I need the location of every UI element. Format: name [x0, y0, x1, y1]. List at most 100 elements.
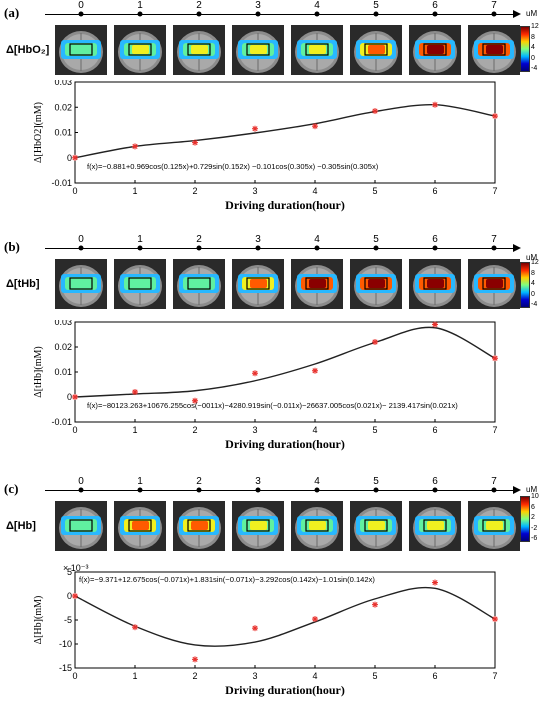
timeline-tick-label: 5 [373, 234, 379, 245]
brain-activation-map [114, 25, 166, 75]
x-tick-label: 6 [432, 425, 437, 435]
data-point [312, 616, 318, 623]
x-axis-label: Driving duration(hour) [225, 198, 345, 212]
timeline-tick-label: 6 [432, 0, 438, 11]
chart-b: 0 1 2 3 4 5 6 7 -0.01 0 0.01 0.02 0.03 Δ[tHb](mM) Driv… [0, 317, 550, 465]
timeline-tick-label: 4 [314, 234, 320, 245]
chart-c-svg: 0 1 2 3 4 5 6 7-15-10-505× 10⁻³Δ[Hb](mM)Driving… [33, 563, 498, 697]
timeline-dot [137, 11, 143, 17]
x-tick-label: 4 [312, 425, 317, 435]
brain-activation-map [55, 259, 107, 309]
data-point [132, 143, 138, 150]
brain-activation-map [173, 25, 225, 75]
data-point [372, 339, 378, 345]
row-label: Δ[Hb] [6, 520, 36, 532]
y-tick-label: -15 [59, 663, 72, 673]
timeline-dot [255, 245, 261, 251]
chart-a-svg: 0 1 2 3 4 5 6 7-0.0100.010.020.03Δ[HbO2](mM)Dri… [33, 77, 498, 212]
brain-activation-map [173, 259, 225, 309]
brain-activation-map [409, 259, 461, 309]
timeline-dot [196, 11, 202, 17]
y-axis-label: Δ[tHb](mM) [33, 346, 44, 397]
y-tick-label: -0.01 [51, 417, 72, 427]
colorbar-tick-label: 0 [531, 290, 535, 298]
timeline-tick-label: 0 [78, 0, 84, 11]
timeline-axis [45, 248, 515, 249]
timeline-tick-label: 5 [373, 476, 379, 487]
timeline-dot [373, 11, 379, 17]
brain-activation-map [55, 501, 107, 551]
data-point [492, 616, 498, 623]
brain-activation-map [468, 25, 520, 75]
unit-label: uM [526, 485, 538, 494]
x-tick-label: 5 [372, 671, 377, 681]
colorbar-tick-label: 4 [531, 44, 535, 51]
data-point [372, 601, 378, 608]
x-tick-label: 7 [492, 186, 497, 196]
colorbar-tick-label: 10 [531, 493, 539, 500]
timeline-dot [255, 11, 261, 17]
timeline-dot [373, 245, 379, 251]
timeline-tick-label: 2 [196, 0, 202, 11]
timeline-axis [45, 14, 515, 15]
brain-activation-map [114, 501, 166, 551]
timeline-dot [491, 11, 497, 17]
colorbar-tick-label: 8 [531, 33, 535, 41]
timeline-tick-label: 1 [137, 234, 143, 245]
timeline-dot [137, 487, 143, 493]
x-axis-label: Driving duration(hour) [225, 683, 345, 697]
y-tick-label: 0.01 [54, 128, 72, 138]
x-tick-label: 3 [252, 425, 257, 435]
timeline-dot [196, 245, 202, 251]
brain-activation-map [468, 259, 520, 309]
y-tick-label: 0.01 [54, 367, 72, 377]
colorbar [520, 496, 530, 542]
brain-activation-map [173, 501, 225, 551]
timeline-dot [78, 245, 84, 251]
fit-curve [74, 586, 496, 647]
x-tick-label: 6 [432, 671, 437, 681]
brain-activation-map [232, 501, 284, 551]
y-tick-label: 5 [67, 567, 72, 577]
panel-label: (b) [4, 239, 20, 254]
y-tick-label: 0.02 [54, 102, 72, 112]
brain-activation-map [291, 259, 343, 309]
colorbar-tick-label: -6 [531, 535, 538, 542]
fit-equation: f(x)=−9.371+12.675cos(−0.071x)+1.831sin(… [79, 575, 375, 584]
timeline-tick-label: 5 [373, 0, 379, 11]
timeline-dot [137, 245, 143, 251]
timeline-dot [78, 487, 84, 493]
y-tick-label: 0 [67, 392, 72, 402]
y-tick-label: -10 [59, 639, 72, 649]
colorbar-tick-label: 2 [531, 514, 535, 521]
colorbar-tick-label: 12 [531, 23, 539, 30]
fit-equation: f(x)=−80123.263+10676.255cos(−0011x)−428… [87, 401, 458, 410]
y-tick-label: 0.02 [54, 342, 72, 352]
timeline-tick-label: 1 [137, 476, 143, 487]
row-label: Δ[tHb] [6, 278, 40, 290]
colorbar-tick-label: 4 [531, 280, 535, 287]
timeline-tick-label: 4 [314, 476, 320, 487]
y-axis-label: Δ[HbO2](mM) [33, 102, 44, 163]
colorbar [520, 26, 530, 72]
brain-activation-map [291, 25, 343, 75]
brain-activation-map [350, 25, 402, 75]
timeline-tick-label: 2 [196, 234, 202, 245]
data-point [252, 125, 258, 132]
colorbar-tick-label: 8 [531, 269, 535, 277]
x-tick-label: 5 [372, 186, 377, 196]
data-point [132, 389, 138, 395]
x-tick-label: 7 [492, 425, 497, 435]
timeline-arrow [513, 486, 521, 494]
timeline-tick-label: 7 [491, 234, 497, 245]
colorbar-tick-label: 0 [531, 54, 535, 62]
x-tick-label: 4 [312, 671, 317, 681]
timeline-tick-label: 3 [255, 234, 261, 245]
fit-equation: f(x)=−0.881+0.969cos(0.125x)+0.729sin(0.… [87, 162, 379, 171]
y-tick-label: 0.03 [54, 320, 72, 327]
brain-activation-map [409, 501, 461, 551]
brain-activation-map [55, 25, 107, 75]
timeline-tick-label: 3 [255, 0, 261, 11]
timeline-tick-label: 3 [255, 476, 261, 487]
data-point [192, 139, 198, 146]
